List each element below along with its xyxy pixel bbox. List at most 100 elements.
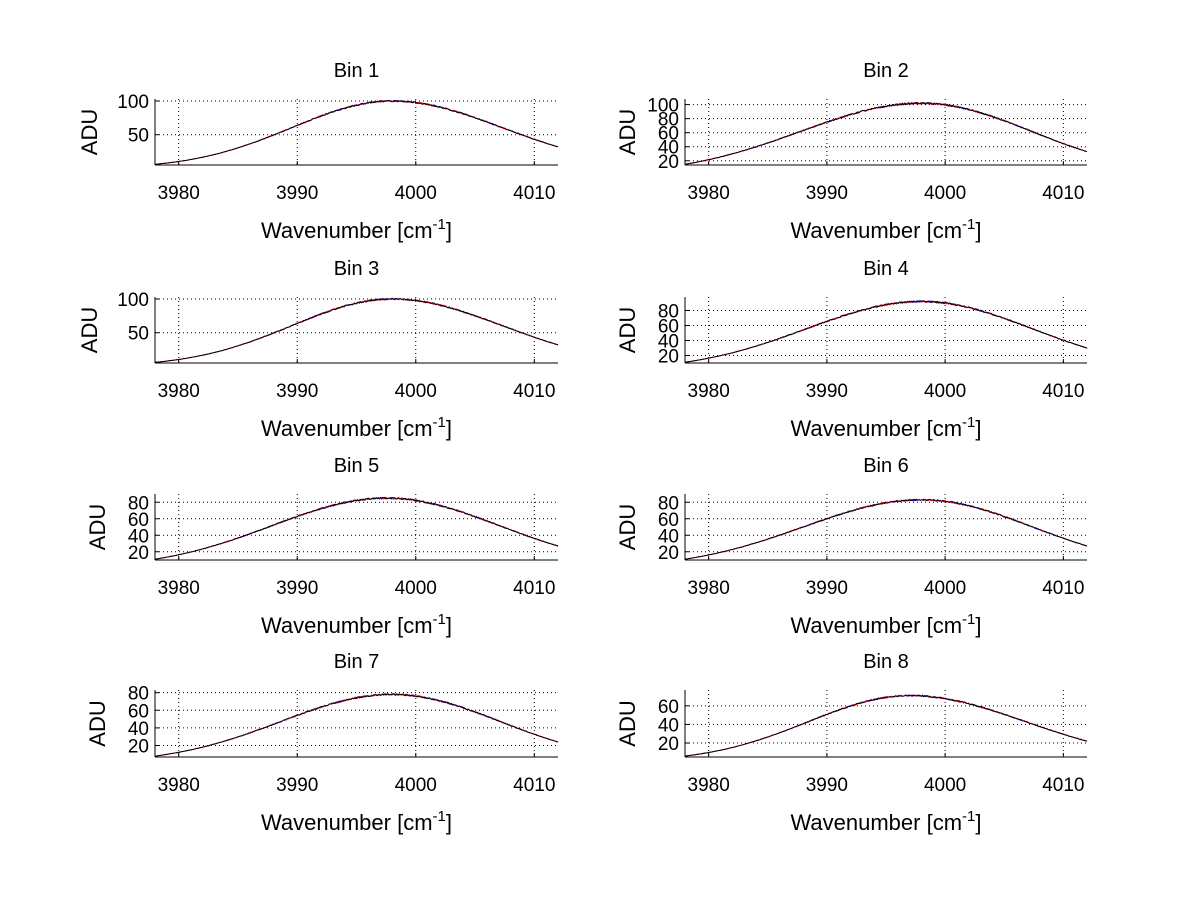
x-axis-label-end: ] <box>446 613 452 638</box>
x-tick-label: 3990 <box>276 381 318 402</box>
series-line-3 <box>684 694 1088 757</box>
plot-area <box>685 690 1087 757</box>
y-tick-label: 50 <box>128 324 149 345</box>
x-axis-label: Wavenumber [cm-1] <box>261 808 452 835</box>
y-tick-label: 20 <box>658 543 679 564</box>
series-line-3 <box>684 498 1088 560</box>
subplot-bin-1: 3980 3990 4000 4010 50 100 Bin 1 Wavenumber [cm… <box>77 60 559 243</box>
x-tick-label: 4010 <box>1042 775 1084 796</box>
y-tick-label: 80 <box>128 684 149 705</box>
y-tick-label: 80 <box>658 302 679 323</box>
x-tick-label: 3990 <box>806 381 848 402</box>
x-tick-label: 4010 <box>513 578 555 599</box>
x-tick-label: 4010 <box>513 381 555 402</box>
x-tick-label: 4000 <box>395 183 437 204</box>
x-axis-label-exponent: -1 <box>433 808 446 825</box>
y-tick-label: 50 <box>128 126 149 147</box>
series-line-3 <box>684 300 1088 363</box>
x-tick-label: 3990 <box>276 183 318 204</box>
y-tick-label: 20 <box>128 543 149 564</box>
y-axis-label: ADU <box>85 700 110 746</box>
x-tick-label: 3980 <box>158 578 200 599</box>
x-axis-label: Wavenumber [cm-1] <box>790 808 981 835</box>
y-axis-label: ADU <box>77 109 102 155</box>
x-tick-label: 4000 <box>924 381 966 402</box>
subplot-title: Bin 1 <box>334 60 380 82</box>
series-line-3 <box>154 99 559 165</box>
y-axis-label: ADU <box>615 504 640 550</box>
x-tick-label: 4000 <box>924 183 966 204</box>
subplot-title: Bin 5 <box>334 455 380 477</box>
x-axis-label-end: ] <box>975 613 981 638</box>
series-line-3 <box>154 297 559 363</box>
subplot-title: Bin 7 <box>334 651 380 673</box>
y-tick-label: 60 <box>658 697 679 718</box>
x-axis-label-text: Wavenumber [cm <box>790 218 962 243</box>
x-axis-label-end: ] <box>446 218 452 243</box>
x-axis-label: Wavenumber [cm-1] <box>261 414 452 441</box>
x-tick-label: 3990 <box>806 578 848 599</box>
x-tick-label: 3990 <box>806 183 848 204</box>
x-axis-label-text: Wavenumber [cm <box>261 218 433 243</box>
x-axis-label-end: ] <box>975 218 981 243</box>
y-tick-label: 80 <box>658 493 679 514</box>
y-tick-label: 100 <box>117 290 149 311</box>
plot-area <box>685 297 1087 363</box>
subplot-title: Bin 6 <box>863 455 909 477</box>
x-axis-label-exponent: -1 <box>962 414 975 431</box>
y-axis-label: ADU <box>615 700 640 746</box>
subplot-title: Bin 8 <box>863 651 909 673</box>
x-axis-label-text: Wavenumber [cm <box>261 416 433 441</box>
y-tick-label: 40 <box>128 719 149 740</box>
y-tick-label: 20 <box>658 152 679 173</box>
x-axis-label-end: ] <box>975 810 981 835</box>
x-axis-label-exponent: -1 <box>433 216 446 233</box>
x-tick-label: 4010 <box>1042 578 1084 599</box>
x-tick-label: 4000 <box>395 381 437 402</box>
y-tick-label: 40 <box>658 526 679 547</box>
subplot-title: Bin 2 <box>863 60 909 82</box>
x-axis-label: Wavenumber [cm-1] <box>790 611 981 638</box>
x-axis-label-exponent: -1 <box>962 611 975 628</box>
plot-area <box>685 494 1087 560</box>
x-tick-label: 4000 <box>924 775 966 796</box>
x-axis-label-exponent: -1 <box>433 414 446 431</box>
x-tick-label: 3990 <box>806 775 848 796</box>
y-tick-label: 60 <box>128 701 149 722</box>
subplot-title: Bin 4 <box>863 258 909 280</box>
y-tick-label: 40 <box>658 332 679 353</box>
x-tick-label: 4000 <box>395 775 437 796</box>
x-tick-label: 4000 <box>395 578 437 599</box>
subplot-bin-3: 3980 3990 4000 4010 50 100 Bin 3 Wavenumber [cm… <box>77 258 559 441</box>
y-tick-label: 40 <box>658 715 679 736</box>
y-tick-label: 20 <box>658 734 679 755</box>
x-axis-label-exponent: -1 <box>433 611 446 628</box>
y-tick-label: 20 <box>128 737 149 758</box>
y-axis-label: ADU <box>615 109 640 155</box>
x-axis-label-end: ] <box>446 810 452 835</box>
y-tick-label: 100 <box>647 96 679 117</box>
plot-area <box>155 99 558 165</box>
x-axis-label-exponent: -1 <box>962 216 975 233</box>
x-tick-label: 4000 <box>924 578 966 599</box>
x-axis-label-text: Wavenumber [cm <box>790 810 962 835</box>
x-tick-label: 4010 <box>1042 381 1084 402</box>
y-axis-label: ADU <box>85 504 110 550</box>
x-axis-label: Wavenumber [cm-1] <box>261 611 452 638</box>
x-axis-label-text: Wavenumber [cm <box>261 810 433 835</box>
series-line-3 <box>684 101 1088 165</box>
x-axis-label-exponent: -1 <box>962 808 975 825</box>
x-tick-label: 4010 <box>513 775 555 796</box>
x-tick-label: 3990 <box>276 578 318 599</box>
x-axis-label-end: ] <box>975 416 981 441</box>
y-tick-label: 80 <box>658 110 679 131</box>
series-line-3 <box>154 496 559 560</box>
y-tick-label: 100 <box>117 92 149 113</box>
x-tick-label: 3980 <box>158 183 200 204</box>
y-tick-label: 60 <box>128 510 149 531</box>
x-tick-label: 3980 <box>158 381 200 402</box>
